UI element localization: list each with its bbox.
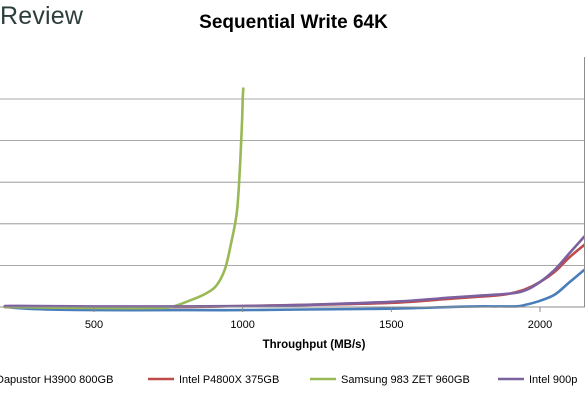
legend-label: Samsung 983 ZET 960GB xyxy=(341,374,470,386)
brand-logo-text: Review xyxy=(0,2,84,30)
grid-layer xyxy=(0,98,585,266)
x-tick-label: 2000 xyxy=(528,319,552,331)
x-tick-label: 1000 xyxy=(230,319,254,331)
series-line-3 xyxy=(3,87,245,310)
axis-layer: 500 1000 1500 2000 xyxy=(0,57,585,331)
series-layer xyxy=(3,87,585,312)
legend-label: Intel P4800X 375GB xyxy=(179,374,279,386)
x-tick-label: 500 xyxy=(85,319,103,331)
legend-label: Intel 900p xyxy=(529,374,577,386)
legend-label: Dapustor H3900 800GB xyxy=(0,374,113,386)
chart-title: Sequential Write 64K xyxy=(199,12,388,33)
x-axis-label: Throughput (MB/s) xyxy=(263,339,366,351)
series-line-4 xyxy=(3,235,585,308)
series-line-2 xyxy=(3,243,585,309)
legend: Dapustor H3900 800GB Intel P4800X 375GB Sa… xyxy=(0,374,577,386)
x-tick-label: 1500 xyxy=(379,319,403,331)
